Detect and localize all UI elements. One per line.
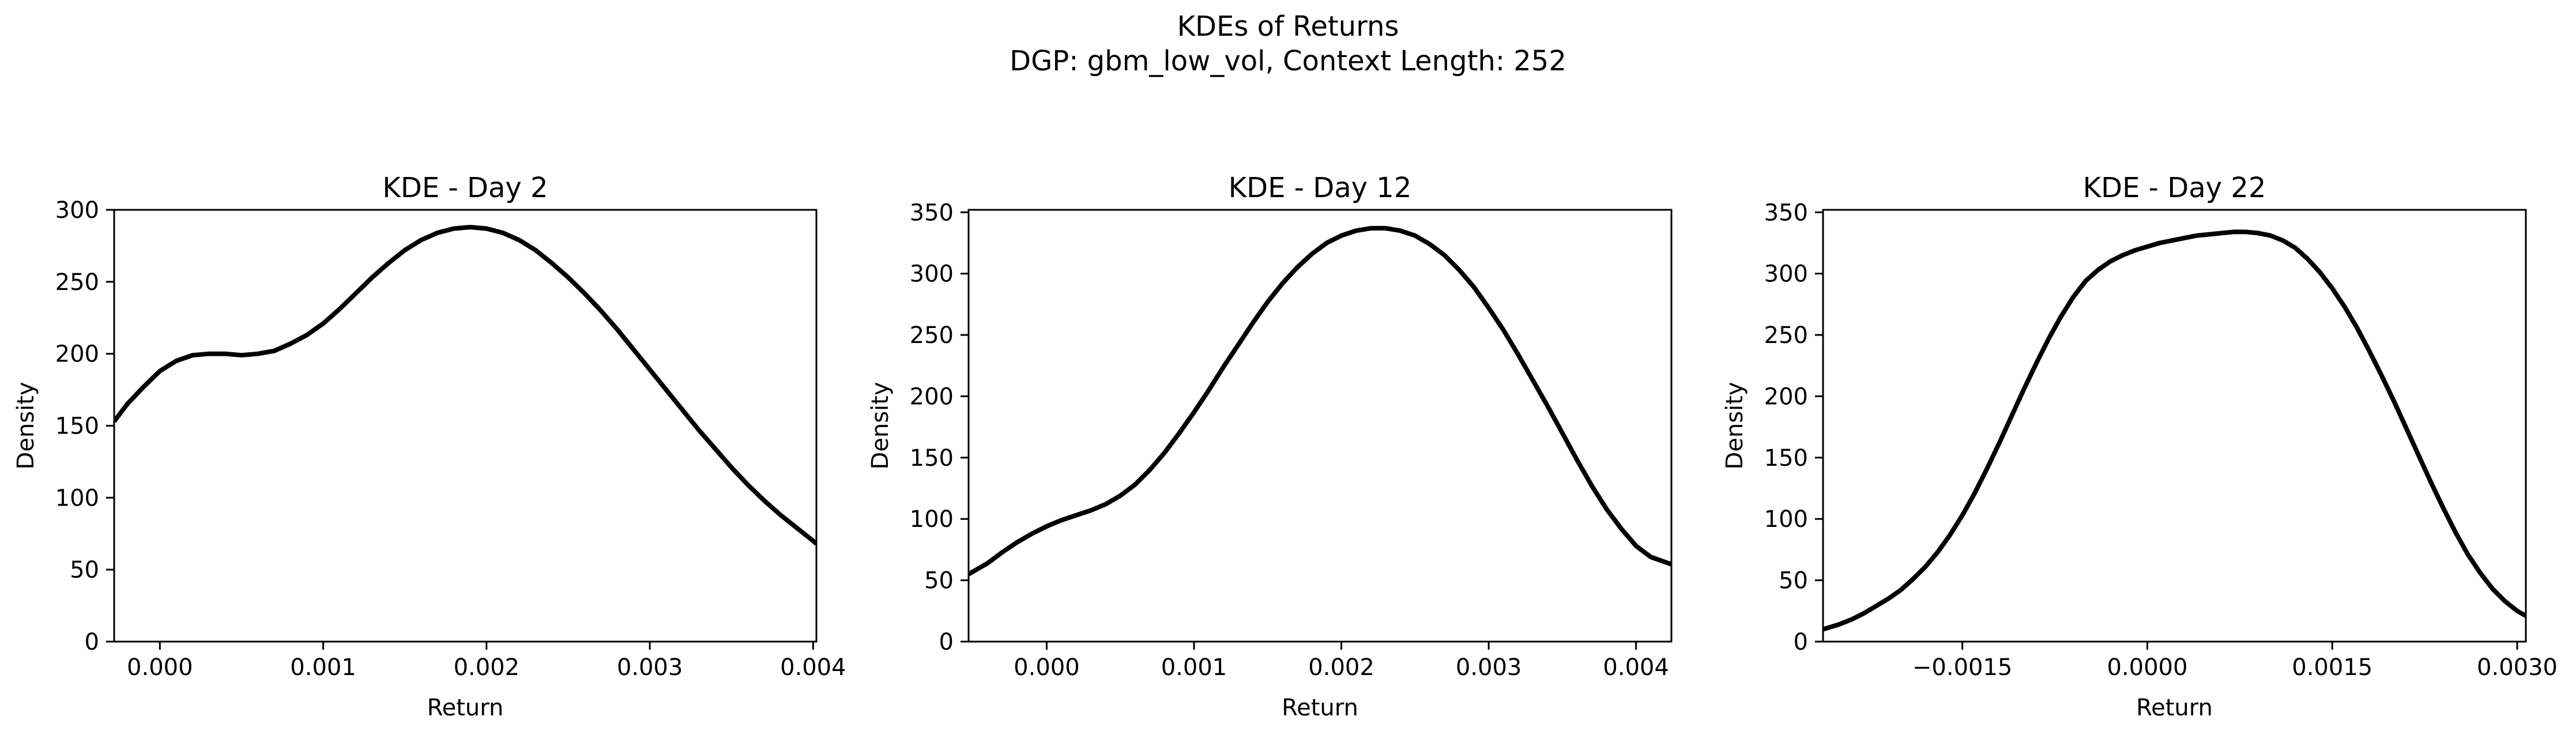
subplot-title: KDE - Day 22: [2083, 172, 2266, 204]
y-tick-label: 250: [910, 322, 954, 349]
x-tick-label: −0.0015: [1912, 654, 2012, 681]
subplot-3: KDE - Day 22 −0.0015 0.0000 0.0015 0.0030 0 50…: [1722, 172, 2558, 721]
y-tick-label: 50: [1779, 568, 1808, 594]
y-axis-label: Density: [1722, 382, 1748, 469]
x-axis-label: Return: [427, 695, 504, 721]
x-tick-label: 0.002: [1308, 654, 1374, 681]
y-tick-label: 50: [924, 568, 954, 594]
subplot-title: KDE - Day 2: [382, 172, 548, 204]
y-tick-label: 350: [1764, 199, 1808, 226]
y-tick-label: 250: [1764, 322, 1808, 349]
y-tick-label: 0: [939, 629, 954, 655]
y-tick-label: 300: [910, 261, 954, 288]
axes-frame: [1822, 209, 2527, 643]
x-tick-label: 0.000: [1014, 654, 1080, 681]
y-axis-label: Density: [867, 382, 894, 469]
kde-line: [1823, 229, 2526, 632]
subplot-1: KDE - Day 2 0.000 0.001 0.002 0.003 0.004 0 50 1…: [13, 172, 846, 721]
subplot-panels: KDE - Day 2 0.000 0.001 0.002 0.003 0.004 0 50 1…: [13, 172, 2558, 721]
y-tick-label: 150: [1764, 445, 1808, 472]
y-tick-label: 200: [55, 341, 99, 368]
x-axis-label: Return: [2136, 695, 2213, 721]
y-tick-label: 150: [55, 413, 99, 440]
kde-line: [114, 225, 816, 546]
y-tick-label: 100: [1764, 506, 1808, 533]
x-tick-label: 0.0015: [2292, 654, 2372, 681]
y-tick-label: 200: [910, 383, 954, 410]
x-tick-label: 0.0000: [2107, 654, 2187, 681]
x-tick-label: 0.003: [1456, 654, 1522, 681]
x-tick-label: 0.001: [1161, 654, 1227, 681]
subplot-title: KDE - Day 12: [1229, 172, 1412, 204]
y-axis-label: Density: [13, 382, 39, 469]
axes-frame: [967, 209, 1673, 643]
y-tick-label: 0: [1794, 629, 1808, 655]
y-tick-label: 50: [70, 557, 99, 583]
figure-suptitle-line1: KDEs of Returns: [1177, 10, 1399, 43]
x-tick-label: 0.000: [127, 654, 193, 681]
y-tick-label: 350: [910, 199, 954, 226]
y-tick-label: 300: [1764, 261, 1808, 288]
x-tick-label: 0.004: [1603, 654, 1669, 681]
subplot-2: KDE - Day 12 0.000 0.001 0.002 0.003 0.004 0 50…: [867, 172, 1673, 721]
kde-line: [969, 225, 1671, 576]
y-tick-label: 300: [55, 197, 99, 224]
y-tick-label: 0: [85, 629, 99, 655]
x-axis-label: Return: [1282, 695, 1358, 721]
x-tick-label: 0.001: [290, 654, 356, 681]
x-tick-label: 0.0030: [2477, 654, 2558, 681]
y-tick-label: 200: [1764, 383, 1808, 410]
x-tick-label: 0.002: [454, 654, 520, 681]
y-tick-label: 150: [910, 445, 954, 472]
x-tick-label: 0.003: [617, 654, 683, 681]
y-tick-label: 100: [910, 506, 954, 533]
y-tick-label: 250: [55, 269, 99, 296]
y-tick-label: 100: [55, 485, 99, 511]
figure-suptitle-line2: DGP: gbm_low_vol, Context Length: 252: [1010, 45, 1566, 77]
x-tick-label: 0.004: [780, 654, 846, 681]
